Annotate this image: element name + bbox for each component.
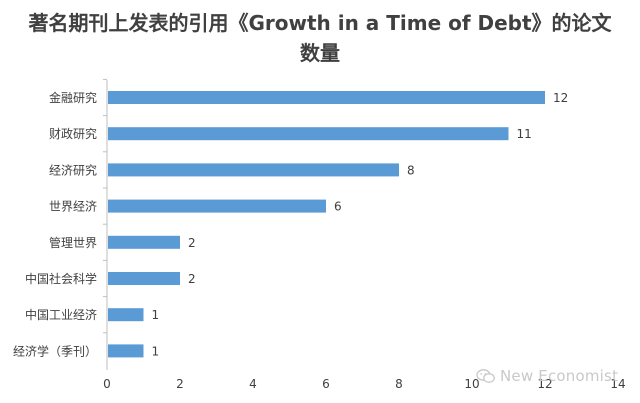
wechat-icon xyxy=(476,369,495,383)
x-tick-label: 2 xyxy=(176,377,184,391)
data-label: 8 xyxy=(407,163,415,177)
x-tick-label: 14 xyxy=(610,377,625,391)
watermark: New Economist xyxy=(476,367,618,385)
bar xyxy=(108,344,144,358)
bar xyxy=(108,127,509,141)
chart-title-line-2: 数量 xyxy=(300,41,340,65)
x-tick-label: 10 xyxy=(464,377,479,391)
bar xyxy=(108,235,180,249)
data-label: 12 xyxy=(553,91,568,105)
data-label: 6 xyxy=(334,200,342,214)
bar xyxy=(108,199,326,213)
category-label: 世界经济 xyxy=(49,199,97,214)
bar xyxy=(108,163,399,177)
chart-title: 著名期刊上发表的引用《Growth in a Time of Debt》的论文 … xyxy=(0,8,640,68)
chart-title-line-1: 著名期刊上发表的引用《Growth in a Time of Debt》的论文 xyxy=(28,11,612,35)
data-label: 2 xyxy=(188,236,196,250)
data-label: 1 xyxy=(152,344,160,358)
x-tick-label: 4 xyxy=(249,377,257,391)
bar xyxy=(108,91,545,104)
category-label: 经济研究 xyxy=(49,162,97,177)
bar xyxy=(108,308,144,322)
x-tick-label: 12 xyxy=(537,377,552,391)
bar xyxy=(108,272,180,285)
category-label: 中国社会科学 xyxy=(25,271,97,286)
x-tick-label: 6 xyxy=(322,377,330,391)
category-label: 管理世界 xyxy=(49,235,97,250)
watermark-text: New Economist xyxy=(500,367,619,385)
data-label: 2 xyxy=(188,272,196,286)
data-label: 11 xyxy=(517,127,532,141)
category-label: 金融研究 xyxy=(49,90,97,105)
x-tick-label: 8 xyxy=(395,377,403,391)
category-label: 中国工业经济 xyxy=(25,307,97,322)
category-label: 财政研究 xyxy=(49,126,97,141)
data-label: 1 xyxy=(152,308,160,322)
x-tick-label: 0 xyxy=(103,377,111,391)
category-label: 经济学（季刊） xyxy=(13,343,97,358)
